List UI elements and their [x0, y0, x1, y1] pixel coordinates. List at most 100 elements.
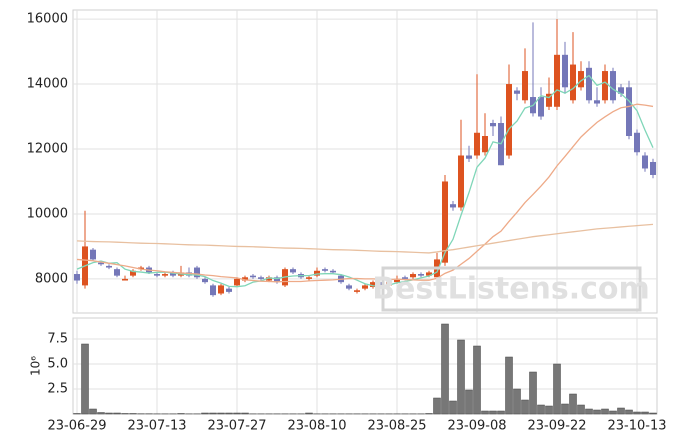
x-tick-label: 23-07-13: [127, 419, 186, 434]
candle-body: [218, 285, 224, 293]
candle-body: [586, 68, 592, 100]
candle-body: [154, 274, 160, 276]
candle-body: [642, 155, 648, 168]
candle-body: [474, 133, 480, 156]
volume-bar: [114, 413, 121, 414]
candle-body: [362, 285, 368, 288]
candle-body: [346, 285, 352, 288]
volume-bar: [98, 413, 105, 415]
candle-body: [290, 269, 296, 272]
volume-bar: [650, 413, 657, 414]
volume-bar: [226, 413, 233, 414]
candle-body: [330, 271, 336, 273]
volume-bar: [306, 413, 313, 414]
volume-bar: [586, 409, 593, 414]
candle-body: [74, 274, 80, 280]
candle-body: [202, 279, 208, 282]
candle-body: [650, 162, 656, 175]
y-tick-label: 7.5: [47, 332, 68, 347]
volume-bar: [482, 411, 489, 414]
candle-body: [538, 97, 544, 116]
volume-bar: [634, 412, 641, 414]
volume-bar: [106, 413, 113, 414]
volume-bar: [554, 364, 561, 414]
x-tick-label: 23-07-27: [207, 419, 266, 434]
x-tick-label: 23-08-10: [287, 419, 346, 434]
x-tick-label: 23-06-29: [47, 419, 106, 434]
x-tick-label: 23-10-13: [607, 419, 666, 434]
volume-bar: [498, 411, 505, 414]
y-tick-label: 12000: [27, 141, 68, 156]
watermark: BestListens.com: [372, 272, 650, 307]
volume-bar: [570, 394, 577, 414]
volume-bar: [594, 410, 601, 414]
x-tick-label: 23-09-08: [447, 419, 506, 434]
candle-body: [162, 274, 168, 276]
volume-bar: [642, 412, 649, 414]
volume-bar: [90, 409, 97, 414]
candle-body: [514, 91, 520, 94]
volume-bar: [242, 413, 249, 414]
volume-bar: [506, 357, 513, 414]
volume-bar: [434, 398, 441, 414]
volume-bar: [202, 413, 209, 414]
candle-body: [458, 155, 464, 207]
candle-body: [602, 71, 608, 100]
candle-body: [234, 279, 240, 285]
volume-bar: [626, 410, 633, 414]
volume-bar: [562, 404, 569, 414]
x-tick-label: 23-09-22: [527, 419, 586, 434]
candle-body: [250, 276, 256, 278]
volume-bar: [82, 344, 89, 414]
y-tick-label: 8000: [35, 271, 68, 286]
volume-bar: [442, 324, 449, 414]
candle-body: [490, 123, 496, 126]
candle-body: [258, 277, 264, 279]
volume-bar: [538, 405, 545, 414]
volume-bar: [490, 411, 497, 414]
candle-body: [634, 133, 640, 152]
x-tick-label: 23-08-25: [367, 419, 426, 434]
volume-bar: [450, 401, 457, 414]
volume-bar: [178, 414, 185, 415]
volume-bar: [210, 413, 217, 414]
volume-bar: [578, 405, 585, 414]
candle-body: [562, 55, 568, 87]
volume-bar: [234, 413, 241, 414]
candle-body: [114, 269, 120, 275]
candle-body: [522, 71, 528, 100]
candle-body: [322, 269, 328, 271]
candle-body: [226, 289, 232, 292]
candle-body: [90, 250, 96, 260]
volume-bar: [610, 411, 617, 414]
volume-bar: [618, 408, 625, 414]
volume-bar: [466, 390, 473, 414]
volume-bar: [602, 409, 609, 414]
volume-bar: [514, 389, 521, 414]
candle-body: [450, 204, 456, 207]
volume-bar: [458, 340, 465, 414]
volume-bar: [426, 414, 433, 415]
y-tick-label: 10000: [27, 206, 68, 221]
volume-bar: [74, 414, 81, 415]
candle-body: [482, 136, 488, 152]
volume-bar: [130, 414, 137, 415]
candle-body: [354, 290, 360, 292]
y-tick-label: 16000: [27, 12, 68, 27]
candle-body: [610, 71, 616, 100]
y-tick-label: 2.5: [47, 382, 68, 397]
volume-bar: [218, 413, 225, 414]
candle-body: [570, 65, 576, 101]
y-tick-label: 14000: [27, 77, 68, 92]
volume-bar: [474, 346, 481, 414]
volume-bar: [546, 406, 553, 414]
candle-body: [506, 84, 512, 155]
candle-body: [466, 155, 472, 158]
candle-body: [626, 87, 632, 136]
candle-body: [306, 277, 312, 279]
candle-body: [106, 266, 112, 268]
candle-body: [554, 55, 560, 107]
candle-body: [122, 279, 128, 281]
candle-body: [594, 100, 600, 103]
